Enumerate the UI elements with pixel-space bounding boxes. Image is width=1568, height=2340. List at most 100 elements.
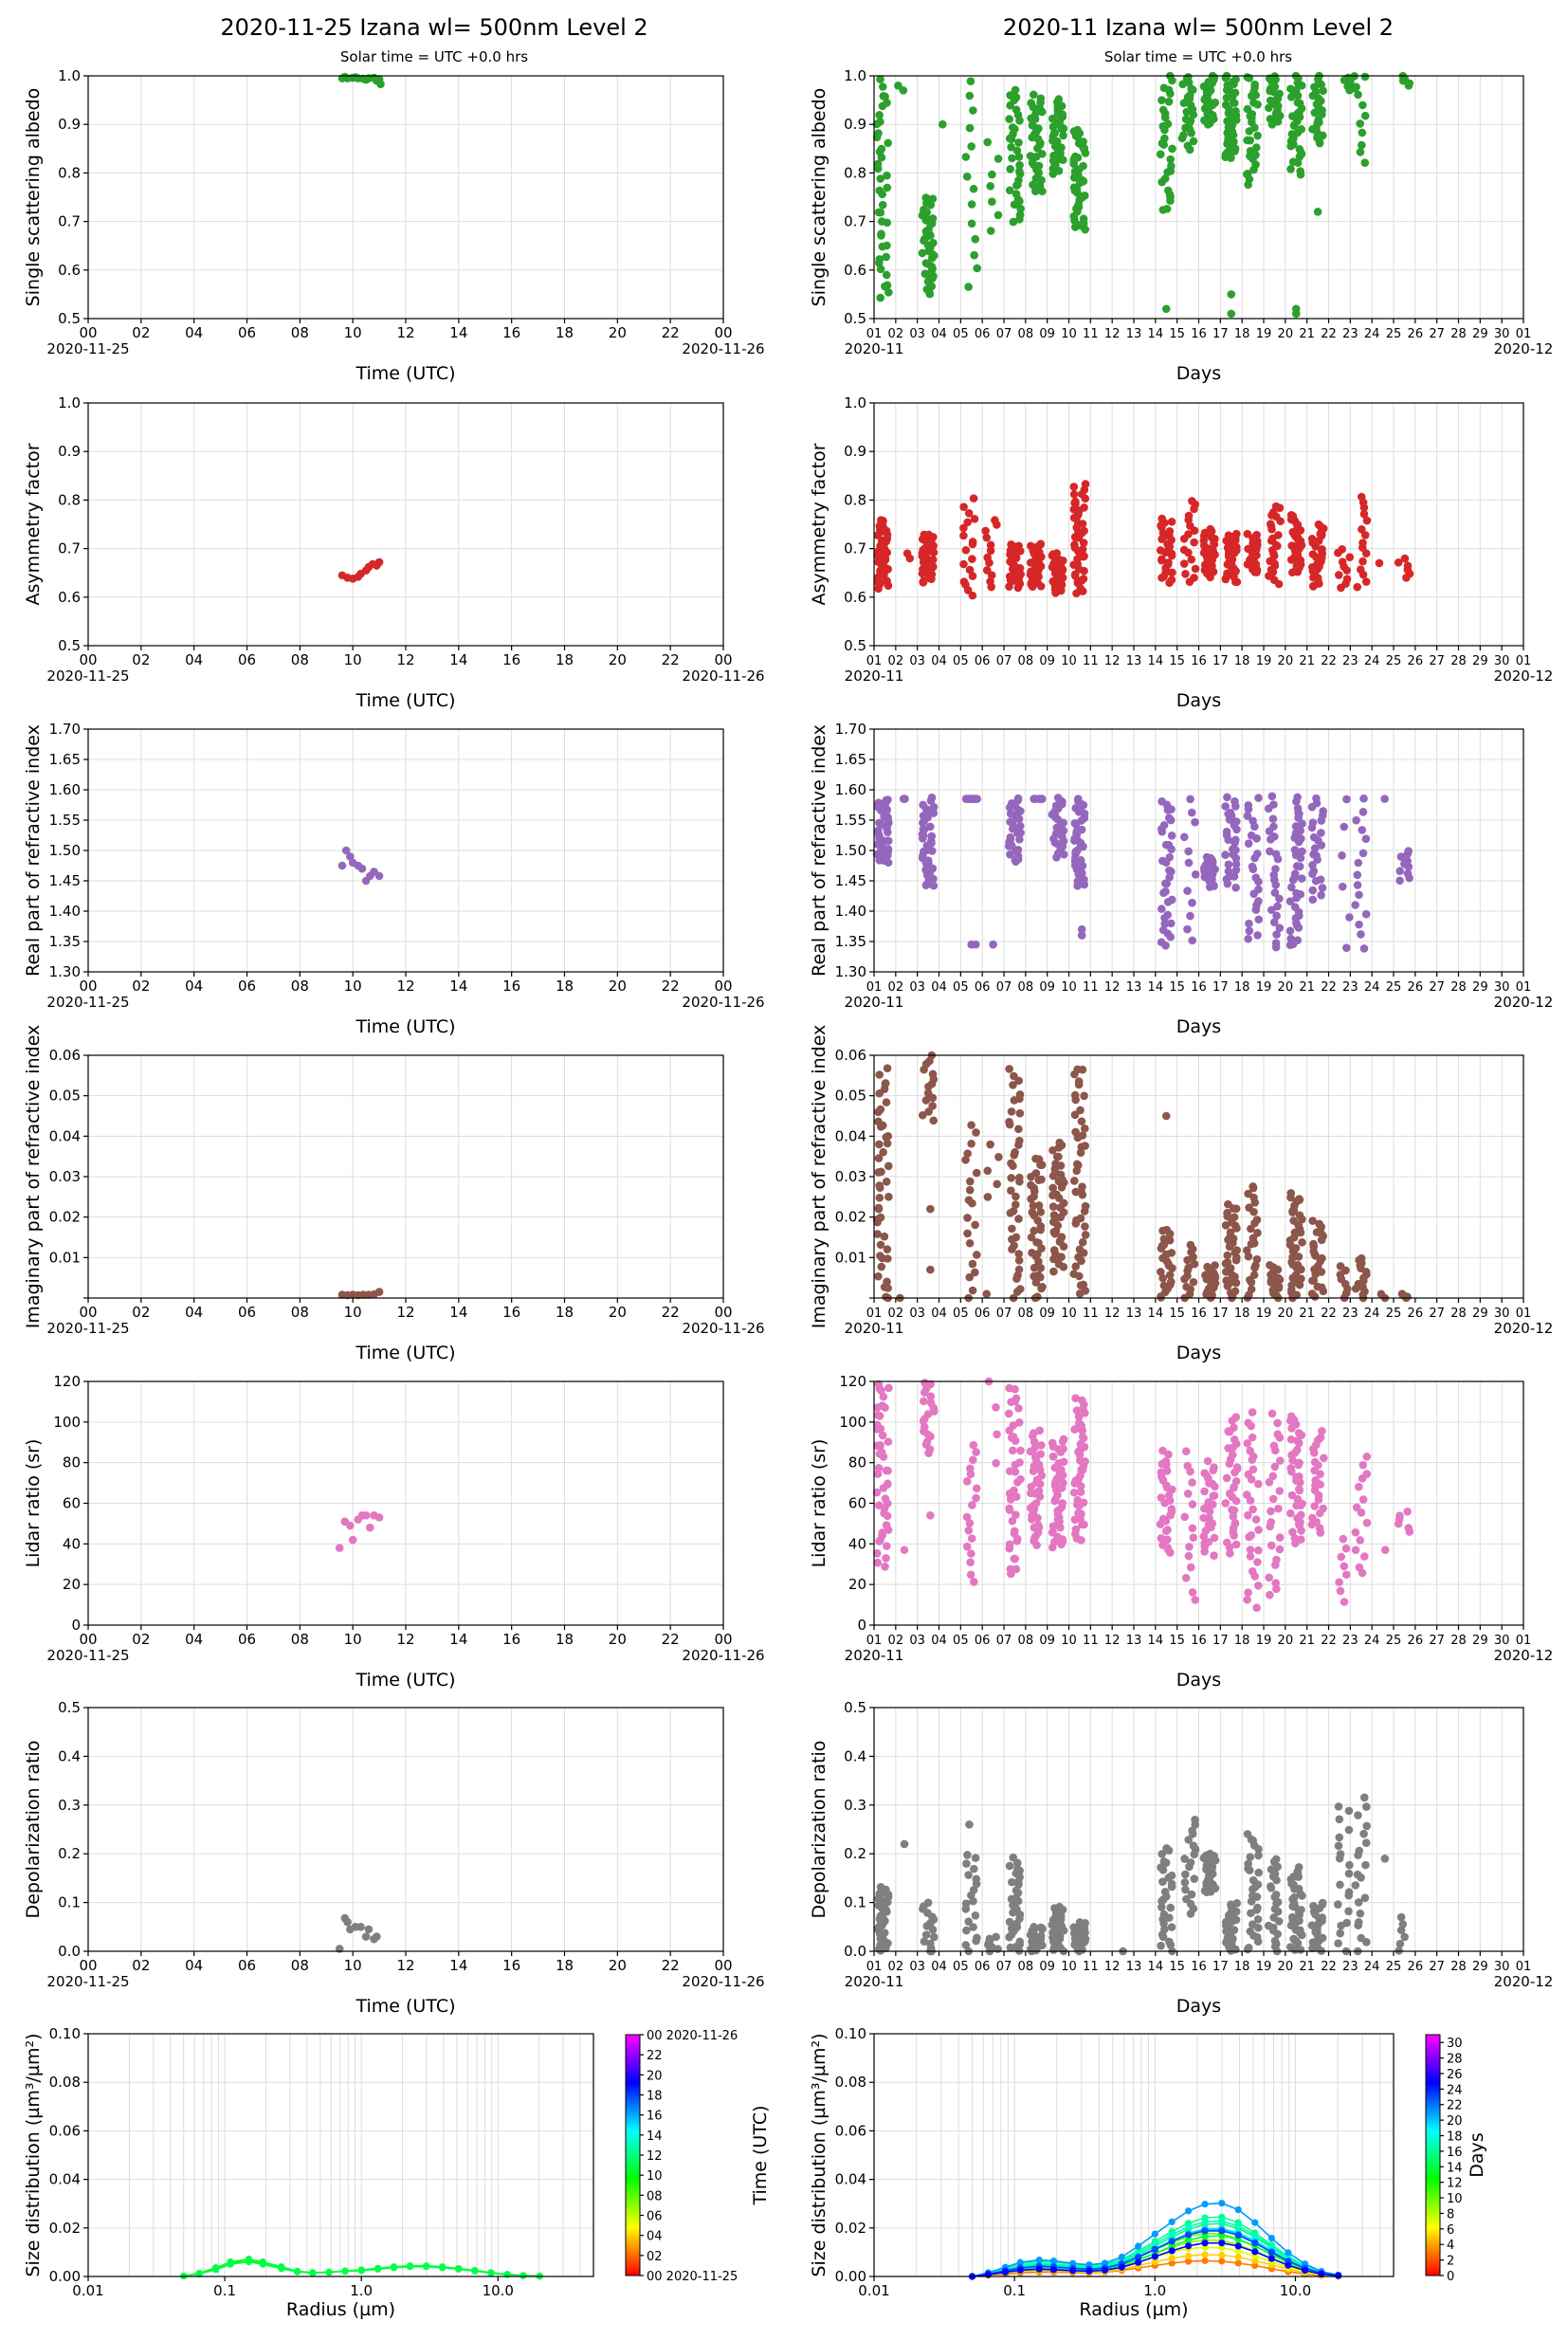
data-point: [1271, 1579, 1281, 1587]
data-point: [1189, 1277, 1198, 1287]
x-tick-label: 07: [996, 1307, 1012, 1321]
data-point: [1334, 1939, 1342, 1947]
data-point: [1319, 1504, 1327, 1513]
series-point: [1267, 2234, 1275, 2242]
data-point: [928, 194, 938, 203]
data-point: [1013, 794, 1023, 803]
data-point: [872, 1488, 882, 1497]
data-point: [1049, 1246, 1059, 1254]
x-right-date: 2020-11-26: [682, 1647, 764, 1664]
x-tick-label: 04: [931, 654, 947, 668]
data-point: [1309, 850, 1318, 859]
data-point: [1309, 832, 1319, 842]
x-left-date: 2020-11-25: [46, 1647, 129, 1664]
x-tick-label: 07: [996, 1634, 1012, 1648]
data-point: [878, 242, 887, 251]
data-point: [1048, 1522, 1058, 1531]
y-axis-label: Single scattering albedo: [809, 88, 830, 307]
x-tick-label: 27: [1429, 1634, 1445, 1648]
data-point: [1396, 1912, 1406, 1922]
data-point: [1014, 1417, 1024, 1427]
data-point: [1231, 817, 1241, 826]
data-point: [1362, 1453, 1372, 1461]
colorbar-tick-label: 22: [1447, 2099, 1463, 2113]
data-point: [1186, 795, 1194, 804]
data-point: [1077, 825, 1086, 834]
x-left-date: 2020-11-25: [46, 667, 129, 685]
x-tick-label: 28: [1450, 327, 1467, 341]
x-tick-label: 07: [996, 654, 1012, 668]
data-point: [1395, 1511, 1404, 1520]
series-point: [1201, 2251, 1209, 2258]
data-point: [928, 556, 938, 564]
data-point: [878, 200, 887, 210]
data-point: [923, 1898, 933, 1908]
data-point: [1200, 1469, 1210, 1478]
data-point: [963, 1229, 972, 1238]
data-point: [965, 91, 975, 101]
series-point: [1301, 2267, 1309, 2275]
x-tick-label: 25: [1386, 1960, 1402, 1974]
data-point: [1073, 1495, 1082, 1505]
data-point: [1274, 1273, 1283, 1283]
data-point: [1231, 106, 1240, 116]
data-point: [882, 1178, 891, 1186]
data-point: [881, 1562, 889, 1571]
data-point: [884, 1254, 892, 1263]
data-point: [874, 1463, 884, 1472]
data-point: [1342, 1918, 1351, 1928]
data-point: [1344, 1888, 1354, 1896]
x-left-date: 2020-11: [845, 1320, 904, 1337]
data-point: [965, 1519, 975, 1527]
data-point: [1243, 812, 1252, 820]
data-point: [1254, 794, 1263, 802]
data-point: [1070, 1090, 1080, 1100]
y-tick-label: 1.65: [49, 751, 81, 768]
x-tick-label: 01: [866, 654, 883, 668]
y-tick-label: 0.7: [58, 213, 81, 230]
data-point: [970, 1578, 978, 1586]
series-point: [1151, 2230, 1158, 2238]
data-point: [1190, 1874, 1199, 1883]
x-tick-label: 13: [1126, 1634, 1142, 1648]
series-point: [1184, 2222, 1193, 2231]
data-point: [1318, 1253, 1326, 1263]
data-point: [366, 1523, 374, 1532]
x-left-date: 2020-11-25: [46, 1320, 129, 1337]
x-right-date: 2020-12: [1494, 994, 1554, 1011]
data-point: [1315, 1219, 1323, 1229]
data-point: [1071, 1262, 1080, 1271]
data-point: [1244, 839, 1253, 849]
data-point: [1289, 1216, 1298, 1225]
x-tick-label: 29: [1472, 654, 1488, 668]
data-point: [1358, 140, 1366, 150]
data-point: [1243, 1490, 1251, 1499]
data-point: [361, 1932, 371, 1941]
data-point: [884, 1193, 893, 1201]
data-point: [1285, 897, 1295, 905]
data-point: [1287, 883, 1296, 892]
data-point: [1200, 116, 1209, 125]
x-tick-label: 06: [238, 1304, 256, 1321]
x-tick-label: 11: [1083, 1960, 1099, 1974]
data-point: [1014, 153, 1024, 161]
data-point: [1012, 190, 1021, 198]
data-point: [1167, 1923, 1176, 1931]
data-point: [923, 1088, 933, 1098]
y-tick-label: 40: [63, 1535, 81, 1552]
data-point: [1006, 809, 1015, 818]
data-point: [1309, 1902, 1318, 1910]
data-point: [1222, 827, 1231, 836]
x-tick-label: 03: [909, 980, 925, 995]
data-point: [1168, 568, 1176, 577]
x-tick-label: 01: [1516, 980, 1532, 995]
data-point: [1232, 1898, 1242, 1908]
data-point: [1397, 1289, 1407, 1298]
data-point: [1229, 845, 1237, 853]
x-tick-label: 04: [931, 1307, 947, 1321]
data-point: [1012, 1192, 1020, 1201]
x-tick-label: 19: [1256, 1960, 1272, 1974]
data-point: [1080, 526, 1088, 536]
data-point: [969, 106, 977, 115]
data-point: [884, 138, 893, 148]
